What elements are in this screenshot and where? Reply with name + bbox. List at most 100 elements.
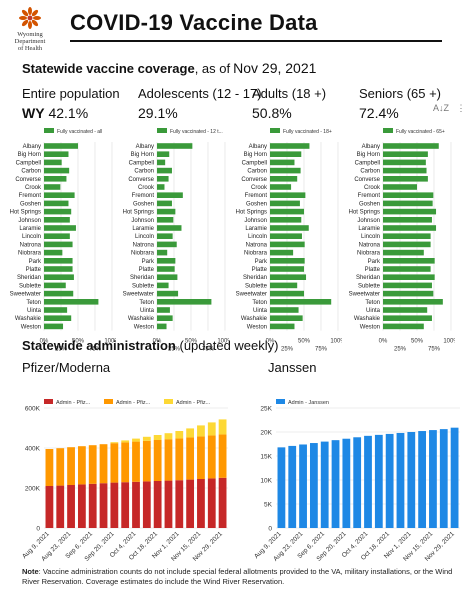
panel-entire-population: Entire population WY 42.1% [22,86,120,121]
category-label: Platte [26,267,42,273]
coverage-bar [383,290,434,297]
coverage-bar [383,225,437,231]
category-label: Niobrara [357,251,381,257]
admin-bar [153,440,162,481]
sort-button[interactable]: A↓Z [433,103,450,113]
legend-label: Admin - Pfiz... [176,400,211,406]
coverage-bar [383,176,428,182]
coverage-bar [44,241,73,248]
category-label: Sublette [132,283,155,289]
title-divider [70,40,442,42]
admin-bar [429,430,437,528]
category-label: Weston [134,324,154,330]
coverage-chart-adolescents: Fully vaccinated - 12 t... 0% 25% 50% 75%100… [123,128,229,353]
administration-heading-rest: (updated weekly) [175,338,279,353]
panel-label: Seniors (65 +) [359,86,442,101]
admin-bar [450,427,459,528]
coverage-bar [44,282,66,289]
admin-bar [374,434,383,528]
category-label: Carbon [360,169,380,175]
category-label: Uinta [27,308,42,314]
coverage-bar [383,151,428,157]
admin-bar [331,440,340,528]
panel-adolescents: Adolescents (12 - 17) 29.1% [138,86,262,121]
admin-bar [175,431,184,439]
admin-bar [277,447,286,528]
category-label: Albany [249,144,267,150]
coverage-bar [270,241,305,248]
admin-bar [418,431,427,528]
panel-adults: Adults (18 +) 50.8% [252,86,326,121]
more-options-button[interactable]: ⋮ [456,103,466,113]
admin-bar [364,435,372,528]
panel-percent: 42.1% [48,105,89,121]
y-tick-label: 600K [25,406,41,413]
category-label: Sweetwater [236,292,267,298]
category-label: Goshen [246,201,267,207]
coverage-date: Nov 29, 2021 [233,60,317,76]
admin-bar [186,437,195,480]
y-tick-label: 200K [25,486,41,493]
admin-bar [67,447,75,485]
category-label: Weston [247,324,267,330]
x-tick-label: 0% [379,339,388,345]
category-label: Uinta [253,308,268,314]
x-tick-label: 25% [281,347,294,353]
x-tick-label: 25% [168,347,181,353]
admin-bar [77,484,86,528]
admin-bar [320,441,329,528]
x-tick-label: 75% [315,347,328,353]
admin-bar [153,435,162,440]
coverage-bar [157,167,172,174]
admin-bar [164,433,173,440]
category-label: Teton [365,300,380,306]
admin-bar [56,485,65,528]
admin-bar [197,479,205,528]
coverage-bar [44,200,69,207]
coverage-bar [157,159,166,166]
category-label: Platte [139,267,155,273]
admin-bar [142,440,151,482]
legend-swatch [44,128,54,133]
category-label: Hot Springs [236,210,267,216]
admin-bar [121,482,130,528]
admin-bar [207,435,216,479]
admin-bar [132,481,140,528]
admin-bar [439,429,448,528]
coverage-bar [44,151,69,157]
coverage-bar [270,274,307,280]
coverage-bar [44,159,62,166]
coverage-bar [383,323,424,330]
admin-bar [288,445,297,528]
category-label: Albany [362,144,380,150]
admin-bar [385,433,394,528]
coverage-bar [270,167,301,174]
x-tick-label: 100% [104,339,116,345]
category-label: Washakie [354,316,381,322]
coverage-bar [44,176,67,182]
legend-label: Fully vaccinated - 65+ [396,129,445,135]
admin-bar [153,481,162,528]
coverage-bar [44,184,61,190]
category-label: Johnson [244,218,267,224]
x-tick-label: 25% [55,347,68,353]
coverage-bar [270,249,294,256]
coverage-bar [270,151,302,157]
coverage-bar [157,151,170,157]
legend-swatch [383,128,393,133]
x-tick-label: 25% [394,347,407,353]
category-label: Platte [365,267,381,273]
category-label: Lincoln [248,234,267,240]
x-tick-label: 75% [428,347,441,353]
janssen-chart-title: Janssen [268,360,317,375]
admin-bar [67,485,75,528]
coverage-bar [157,184,165,190]
x-tick-label: 50% [411,339,424,345]
coverage-bar [44,167,70,174]
category-label: Converse [128,177,154,183]
coverage-bar [157,217,174,223]
category-label: Fremont [245,193,268,199]
admin-bar [45,449,54,486]
coverage-bar [157,225,182,231]
